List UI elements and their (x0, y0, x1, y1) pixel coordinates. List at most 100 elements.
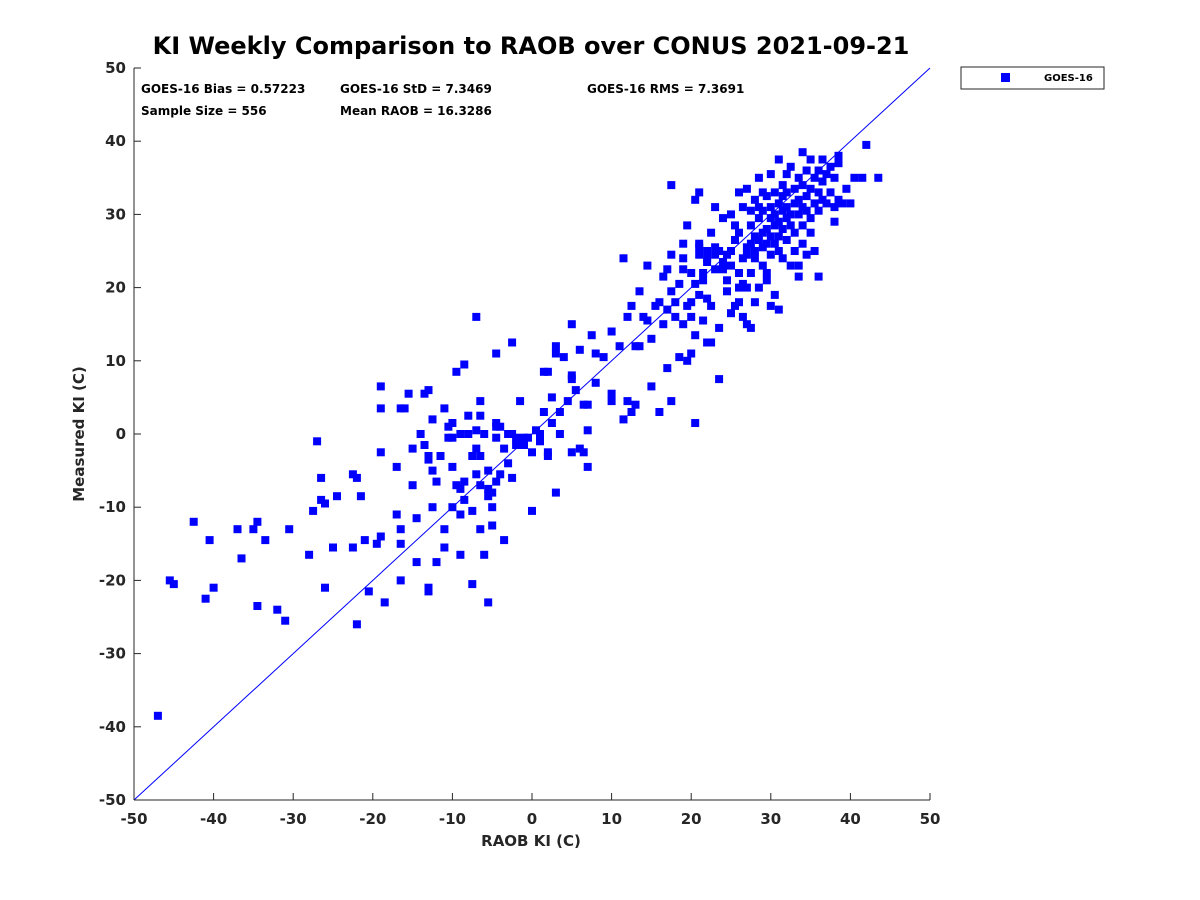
data-point (754, 214, 763, 223)
data-point (508, 473, 517, 482)
data-point (623, 312, 632, 321)
data-point (663, 305, 672, 314)
data-point (770, 210, 779, 219)
data-point (567, 448, 576, 457)
data-point (448, 419, 457, 427)
data-point (794, 195, 803, 204)
data-point (655, 408, 664, 416)
data-point (551, 342, 560, 351)
data-point (468, 580, 477, 589)
data-point (440, 404, 449, 413)
data-point (647, 334, 656, 343)
data-point (667, 287, 676, 296)
x-tick-label: 50 (920, 810, 941, 828)
legend: GOES-16 (960, 66, 1105, 90)
data-point (695, 290, 704, 299)
data-point (778, 225, 787, 233)
data-point (782, 236, 791, 244)
data-point (770, 290, 779, 299)
data-point (488, 503, 497, 512)
data-point (782, 170, 791, 179)
data-point (500, 536, 509, 545)
data-point (786, 261, 795, 270)
data-point (456, 510, 465, 519)
data-point (567, 320, 576, 329)
data-point (794, 210, 803, 219)
data-point (703, 254, 712, 263)
data-point (663, 364, 672, 373)
data-point (460, 477, 469, 486)
data-point (448, 503, 457, 512)
data-point (786, 221, 795, 230)
data-point (762, 192, 771, 201)
data-point (583, 426, 592, 435)
data-point (500, 444, 509, 453)
data-point (711, 265, 720, 274)
data-point (790, 184, 799, 193)
data-point (750, 247, 759, 255)
data-point (794, 173, 803, 182)
data-point (683, 356, 692, 365)
data-point (822, 199, 831, 208)
data-point (738, 312, 747, 321)
data-point (627, 408, 636, 416)
data-point (703, 294, 712, 303)
data-point (691, 195, 700, 204)
data-point (352, 620, 361, 629)
y-tick-label: 30 (105, 205, 126, 223)
data-point (754, 236, 763, 244)
data-point (563, 397, 572, 406)
data-point (774, 155, 783, 164)
data-point (691, 279, 700, 288)
data-point (830, 217, 839, 226)
data-point (735, 228, 743, 237)
data-point (826, 188, 835, 197)
data-point (742, 250, 751, 259)
data-point (671, 298, 680, 307)
data-point (834, 159, 843, 168)
data-point (627, 301, 636, 310)
data-point (448, 433, 457, 442)
data-point (850, 173, 859, 182)
data-point (305, 550, 314, 559)
data-point (153, 711, 162, 720)
data-point (559, 353, 568, 362)
x-tick-label: 30 (760, 810, 781, 828)
data-point (547, 393, 556, 402)
data-point (571, 386, 580, 395)
points-layer (153, 140, 883, 720)
data-point (583, 400, 592, 409)
data-point (830, 203, 839, 212)
data-point (460, 360, 469, 369)
data-point (731, 221, 739, 230)
data-point (723, 276, 731, 285)
y-tick-label: -50 (99, 791, 126, 809)
data-point (818, 155, 827, 164)
data-point (528, 448, 536, 457)
data-point (400, 404, 409, 413)
data-point (480, 430, 489, 438)
data-point (735, 269, 743, 277)
data-point (504, 430, 513, 438)
data-point (551, 488, 560, 497)
data-point (205, 536, 214, 545)
data-point (762, 269, 771, 277)
data-point (360, 536, 369, 545)
data-point (802, 192, 811, 201)
data-point (762, 239, 771, 248)
data-point (786, 210, 795, 219)
data-point (746, 269, 755, 277)
data-point (814, 188, 823, 197)
data-point (643, 316, 652, 325)
data-point (607, 327, 616, 336)
y-tick-label: 10 (105, 352, 126, 370)
data-point (209, 583, 218, 592)
data-point (715, 375, 724, 384)
data-point (281, 616, 290, 625)
y-ticks: -50 -40 -30 -20 -10 0 10 20 30 40 50 (99, 59, 141, 809)
plot-area: -50 -40 -30 -20 -10 0 10 20 30 40 50 -50-40-30-20-… (99, 59, 941, 828)
stat-bias: GOES-16 Bias = 0.57223 (141, 82, 305, 96)
legend-entry-goes16: GOES-16 (1044, 73, 1093, 84)
data-point (806, 155, 815, 164)
